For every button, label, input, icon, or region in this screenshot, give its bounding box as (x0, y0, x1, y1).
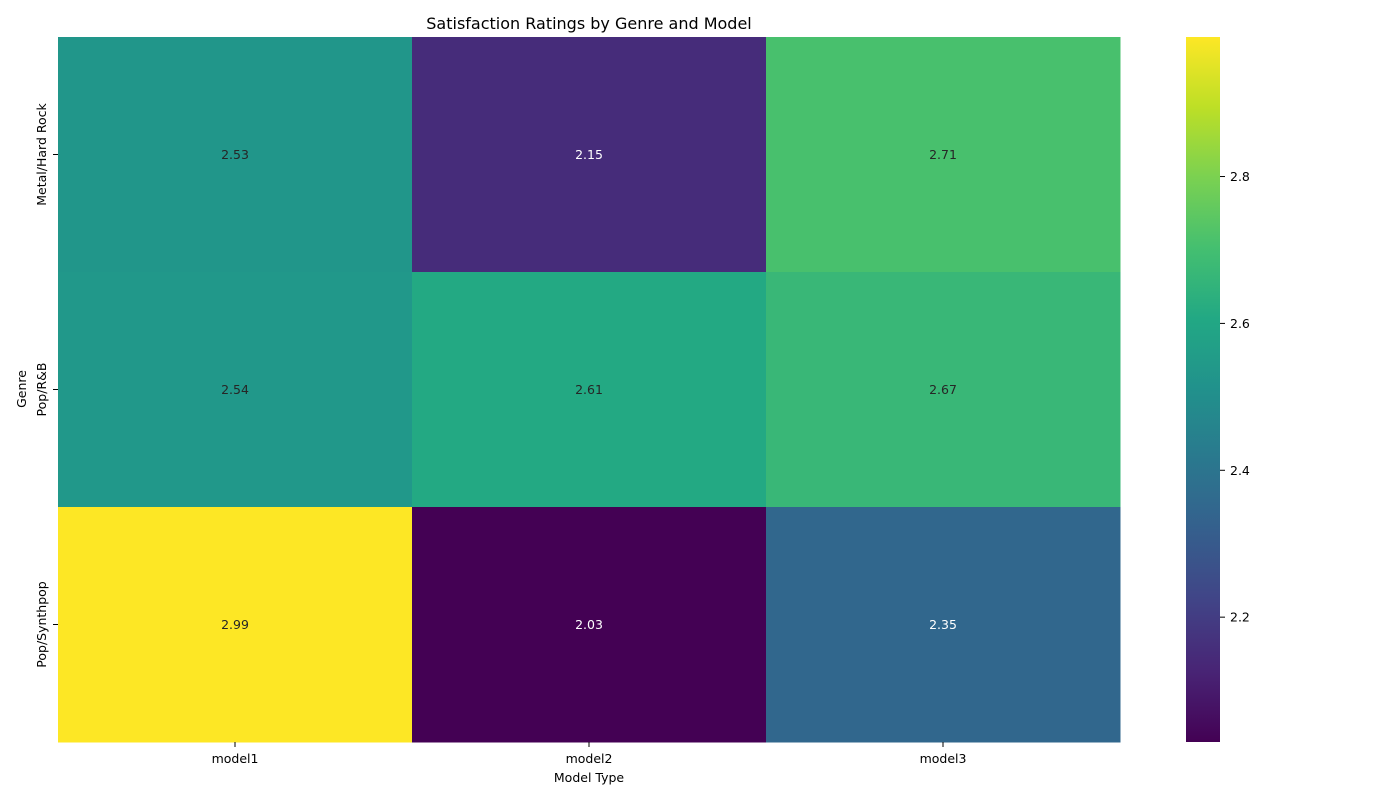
y-tick-label: Metal/Hard Rock (34, 102, 49, 205)
chart-title: Satisfaction Ratings by Genre and Model (426, 14, 751, 33)
cell-value-label: 2.61 (575, 382, 603, 397)
cell-value-label: 2.53 (221, 147, 249, 162)
colorbar-gradient (1186, 37, 1220, 742)
x-axis: model1 model2 model3 (212, 742, 967, 766)
y-axis-label: Genre (14, 370, 29, 408)
heatmap-cell (58, 37, 413, 273)
cell-value-label: 2.15 (575, 147, 603, 162)
x-tick-label: model2 (566, 751, 613, 766)
heatmap-cell (766, 37, 1121, 273)
cell-value-label: 2.99 (221, 617, 249, 632)
y-tick-label: Pop/Synthpop (34, 581, 49, 668)
heatmap-cell (58, 507, 413, 743)
colorbar: 2.2 2.4 2.6 2.8 (1186, 37, 1250, 742)
cell-value-label: 2.03 (575, 617, 603, 632)
colorbar-tick-label: 2.8 (1230, 169, 1250, 184)
heatmap-cell (58, 272, 413, 508)
heatmap-cells: 2.53 2.15 2.71 2.54 2.61 2.67 2.99 2.03 2.35 (58, 37, 1121, 743)
heatmap-cell (766, 507, 1121, 743)
x-axis-label: Model Type (554, 770, 625, 785)
heatmap-cell (412, 272, 767, 508)
colorbar-tick-label: 2.2 (1230, 610, 1250, 625)
y-tick-label: Pop/R&B (34, 363, 49, 417)
heatmap-cell (412, 37, 767, 273)
heatmap-cell (766, 272, 1121, 508)
cell-value-label: 2.35 (929, 617, 957, 632)
heatmap-cell (412, 507, 767, 743)
x-tick-label: model1 (212, 751, 259, 766)
cell-value-label: 2.54 (221, 382, 249, 397)
colorbar-tick-label: 2.6 (1230, 316, 1250, 331)
y-axis: Metal/Hard Rock Pop/R&B Pop/Synthpop (34, 102, 58, 668)
x-tick-label: model3 (920, 751, 967, 766)
cell-value-label: 2.67 (929, 382, 957, 397)
cell-value-label: 2.71 (929, 147, 957, 162)
colorbar-tick-label: 2.4 (1230, 463, 1250, 478)
